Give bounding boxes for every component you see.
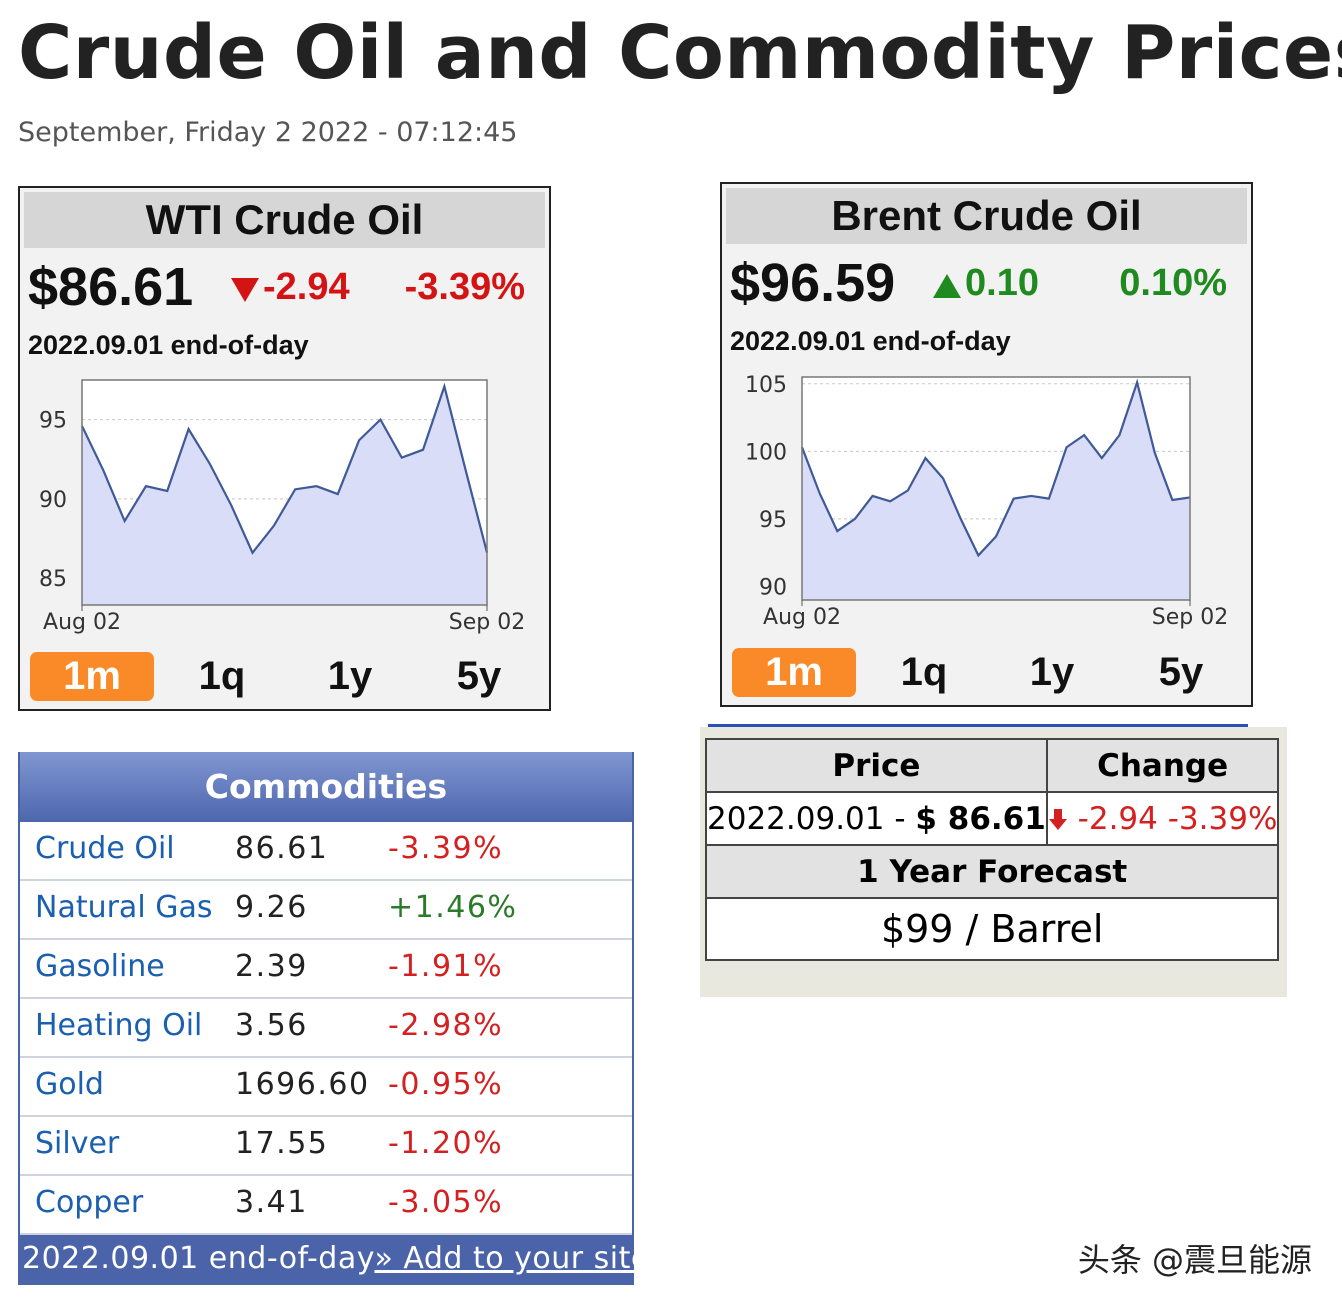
commodity-name[interactable]: Gold xyxy=(35,1067,104,1102)
x-tick-label: Aug 02 xyxy=(763,605,841,630)
table-row: Heating Oil 3.56 -2.98% xyxy=(20,999,632,1058)
commodity-name[interactable]: Heating Oil xyxy=(35,1008,203,1043)
datetime: September, Friday 2 2022 - 07:12:45 xyxy=(18,117,518,148)
commodity-change: -1.20% xyxy=(388,1126,504,1161)
table-title: Commodities xyxy=(20,752,632,822)
price-line xyxy=(800,378,1191,558)
price-date: 2022.09.01 - xyxy=(707,800,916,837)
plot-border xyxy=(801,376,1191,601)
table-row: Silver 17.55 -1.20% xyxy=(20,1117,632,1176)
mini-chart: 85 90 95 Aug 02 Sep 02 xyxy=(39,379,525,635)
table-row: Natural Gas 9.26 +1.46% xyxy=(20,881,632,940)
forecast-value: $99 / Barrel xyxy=(704,897,1280,961)
direction-arrow xyxy=(933,274,961,298)
x-tick-label: Sep 02 xyxy=(449,610,525,635)
commodity-change: -0.95% xyxy=(388,1067,504,1102)
price: $86.61 xyxy=(28,257,194,317)
watermark: 头条 @震旦能源 xyxy=(1077,1241,1312,1279)
period-button[interactable]: 1m xyxy=(30,652,154,701)
change-pct: 0.10% xyxy=(1119,262,1227,304)
arrow-shape xyxy=(933,274,961,298)
commodity-price: 2.39 xyxy=(235,949,308,984)
commodity-change: +1.46% xyxy=(388,890,518,925)
y-tick-label: 85 xyxy=(39,567,67,592)
x-tick-label: Aug 02 xyxy=(43,610,121,635)
price: $96.59 xyxy=(730,253,896,313)
plot-border xyxy=(81,379,488,606)
header-cell: Change xyxy=(1045,738,1280,793)
area-fill xyxy=(82,386,487,605)
y-tick-label: 95 xyxy=(39,409,67,434)
change: 0.10 xyxy=(965,262,1039,304)
forecast-title: 1 Year Forecast xyxy=(704,844,1280,899)
period-button[interactable]: 5y xyxy=(1158,650,1204,694)
brent-widget: Brent Crude Oil $96.59 0.10 0.10% 2022.09.01… xyxy=(720,182,1253,707)
commodity-change: -3.39% xyxy=(388,831,504,866)
down-arrow xyxy=(1048,808,1067,830)
commodity-price: 3.41 xyxy=(235,1185,308,1220)
table-row: Gasoline 2.39 -1.91% xyxy=(20,940,632,999)
period-button[interactable]: 1q xyxy=(198,654,246,698)
commodity-name[interactable]: Natural Gas xyxy=(35,890,213,925)
period-button[interactable]: 5y xyxy=(456,654,502,698)
commodity-name[interactable]: Crude Oil xyxy=(35,831,175,866)
commodity-name[interactable]: Copper xyxy=(35,1185,144,1220)
footer-date: 2022.09.01 end-of-day xyxy=(22,1241,375,1276)
table-footer: 2022.09.01 end-of-day» Add to your site xyxy=(20,1235,649,1283)
widget-title: WTI Crude Oil xyxy=(24,192,545,248)
period-button[interactable]: 1q xyxy=(900,650,948,694)
change-pct: -3.39% xyxy=(404,266,525,308)
commodities-table: Commodities Crude Oil 86.61 -3.39% Natural … xyxy=(18,752,649,1285)
price-box: Price Change 2022.09.01 - $ 86.61 -2.94 -… xyxy=(700,724,1287,997)
y-tick-label: 90 xyxy=(39,488,67,513)
header-cell: Price xyxy=(705,738,1048,793)
table-row: Crude Oil 86.61 -3.39% xyxy=(20,822,632,881)
period-button[interactable]: 1y xyxy=(1029,650,1075,694)
rule xyxy=(708,724,1248,727)
y-tick-label: 90 xyxy=(759,575,787,600)
wti-widget: WTI Crude Oil $86.61 -2.94 -3.39% 2022.09.01… xyxy=(18,186,551,711)
commodity-price: 1696.60 xyxy=(235,1067,370,1102)
commodity-change: -2.98% xyxy=(388,1008,504,1043)
price-table: Price Change 2022.09.01 - $ 86.61 -2.94 -… xyxy=(704,738,1280,961)
mini-chart: 90 95 100 105 Aug 02 Sep 02 xyxy=(745,373,1228,630)
x-tick-label: Sep 02 xyxy=(1152,605,1228,630)
area-fill xyxy=(802,382,1190,600)
commodity-name[interactable]: Silver xyxy=(35,1126,120,1161)
page-title: Crude Oil and Commodity Prices xyxy=(18,10,1342,96)
table-row: Gold 1696.60 -0.95% xyxy=(20,1058,632,1117)
commodity-change: -3.05% xyxy=(388,1185,504,1220)
table-row: Copper 3.41 -3.05% xyxy=(20,1176,632,1235)
price-cell: 2022.09.01 - $ 86.61 xyxy=(705,791,1048,846)
date: 2022.09.01 end-of-day xyxy=(28,330,309,360)
y-tick-label: 105 xyxy=(745,373,787,398)
period-button[interactable]: 1y xyxy=(327,654,373,698)
change-value: -2.94 -3.39% xyxy=(1077,800,1278,837)
commodity-change: -1.91% xyxy=(388,949,504,984)
table-body: Crude Oil 86.61 -3.39% Natural Gas 9.26 +1.46… xyxy=(20,822,632,1235)
commodity-price: 3.56 xyxy=(235,1008,308,1043)
date: 2022.09.01 end-of-day xyxy=(730,326,1011,356)
price-line xyxy=(81,382,489,555)
direction-arrow xyxy=(231,278,259,302)
arrow-shape xyxy=(231,278,259,302)
y-tick-label: 100 xyxy=(745,440,787,465)
price-value: $ 86.61 xyxy=(915,800,1046,837)
commodity-price: 86.61 xyxy=(235,831,329,866)
widget-title: Brent Crude Oil xyxy=(726,188,1247,244)
change-cell: -2.94 -3.39% xyxy=(1045,791,1280,846)
change: -2.94 xyxy=(263,266,350,308)
commodity-price: 17.55 xyxy=(235,1126,329,1161)
commodity-price: 9.26 xyxy=(235,890,308,925)
period-button[interactable]: 1m xyxy=(732,648,856,697)
commodity-name[interactable]: Gasoline xyxy=(35,949,165,984)
y-tick-label: 95 xyxy=(759,508,787,533)
add-link[interactable]: » Add to your site xyxy=(374,1241,650,1276)
